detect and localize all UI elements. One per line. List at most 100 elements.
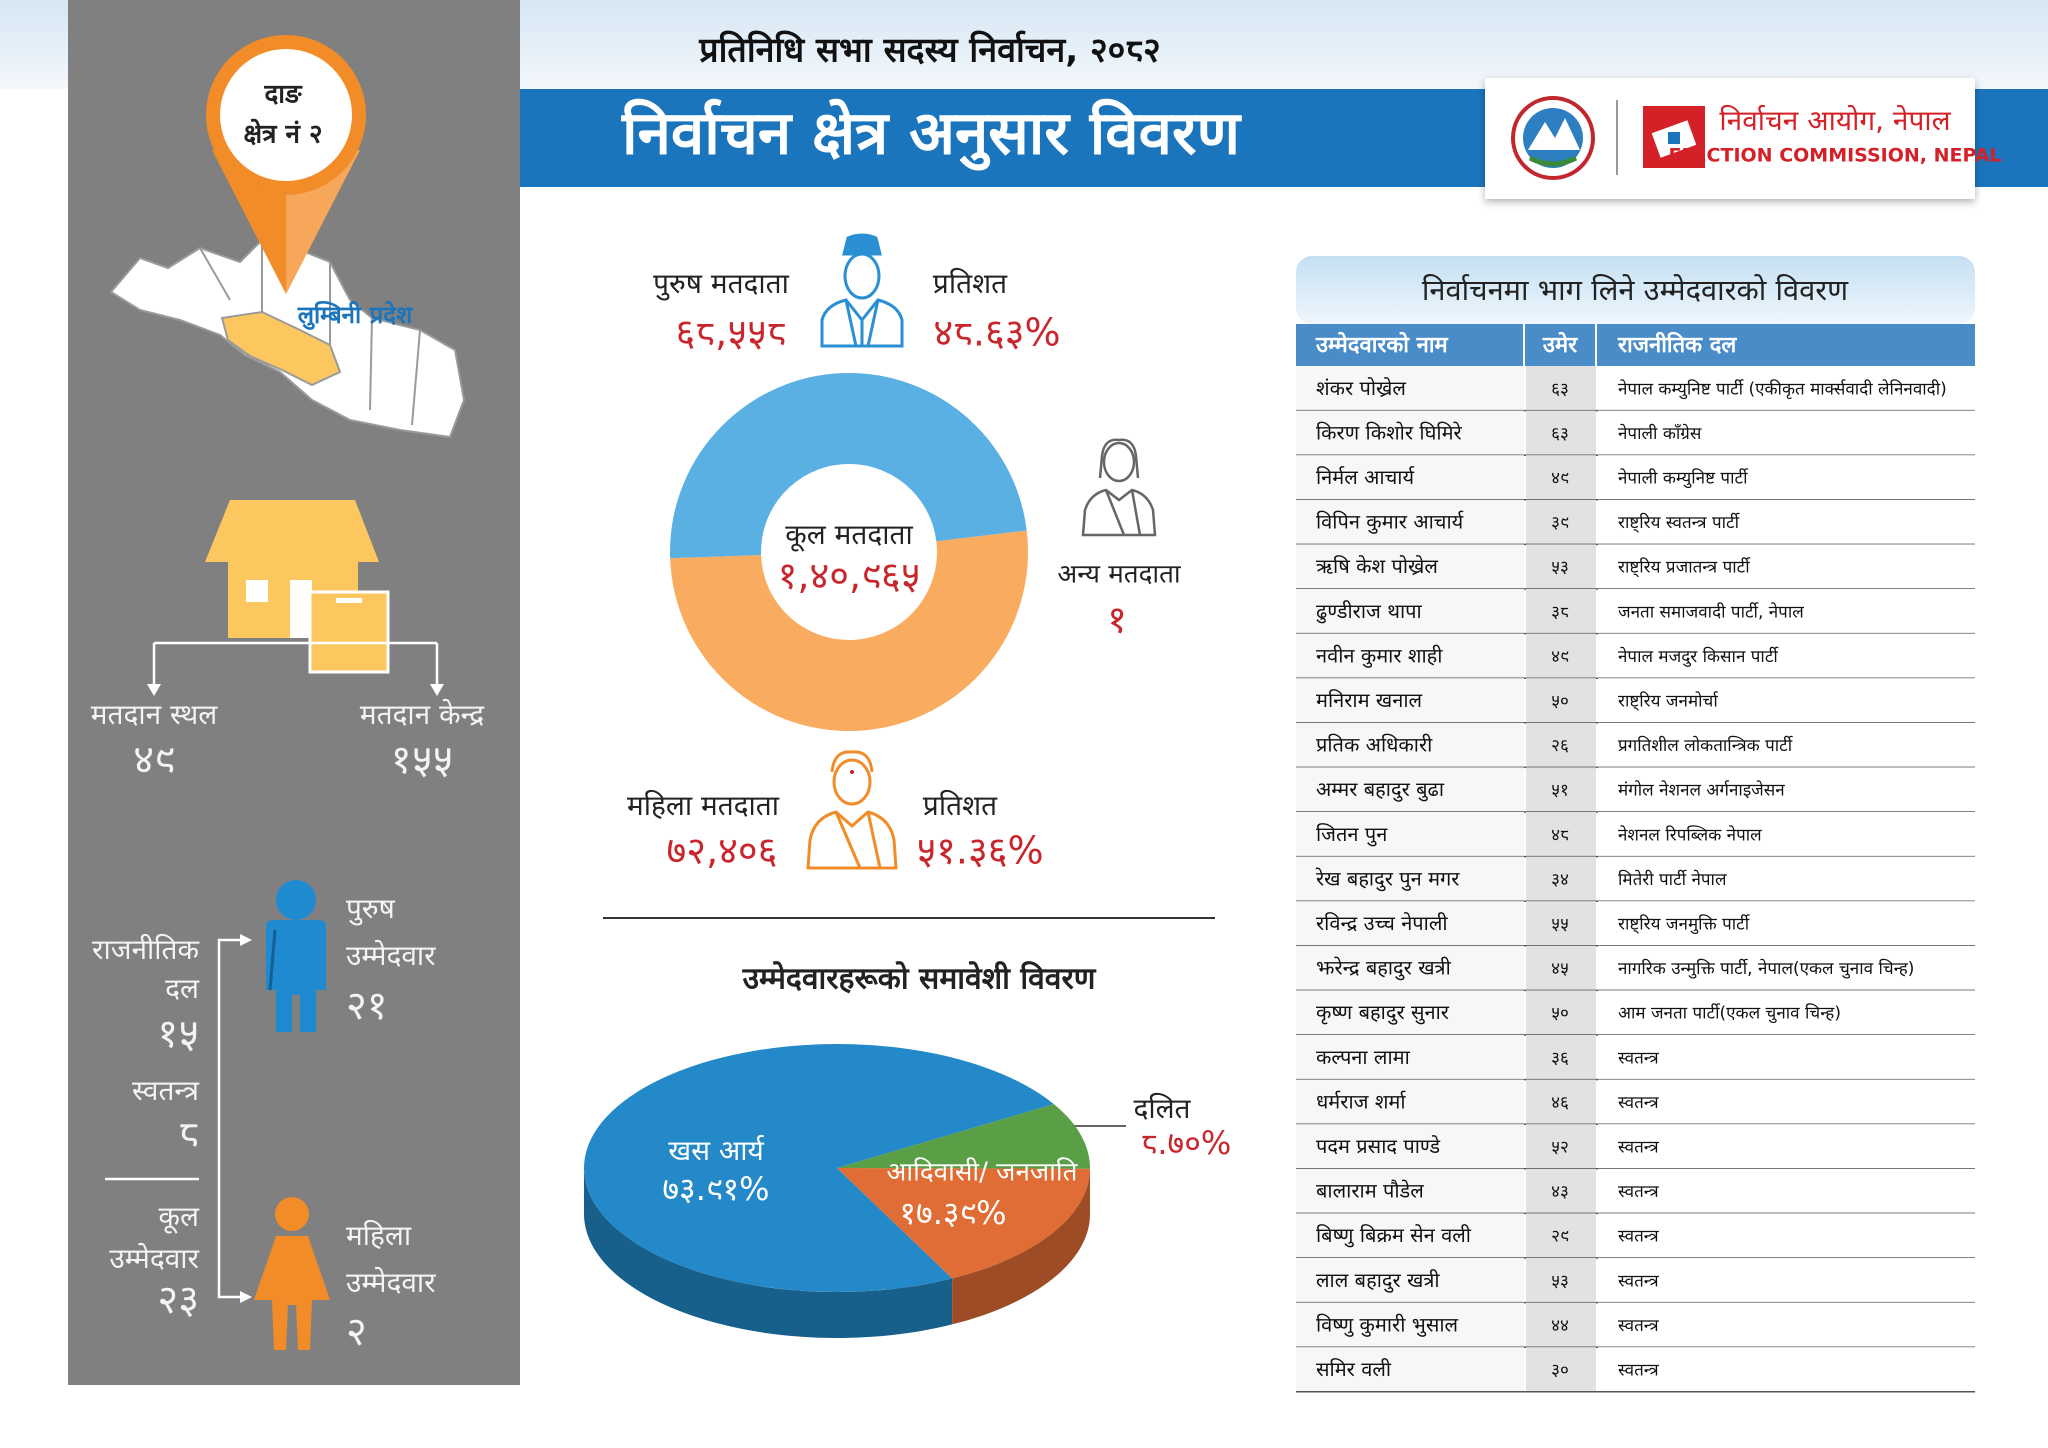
age-cell bbox=[1526, 812, 1596, 857]
name-cell bbox=[1296, 1347, 1524, 1392]
party-cell bbox=[1598, 722, 1975, 768]
party-cell bbox=[1598, 767, 1975, 812]
table-cell: ५१ bbox=[1551, 781, 1569, 801]
age-cell bbox=[1526, 945, 1596, 991]
table-cell: बिष्णु बिक्रम सेन वली bbox=[1316, 1223, 1472, 1248]
slice-label: दलित bbox=[1133, 1092, 1191, 1125]
name-cell bbox=[1296, 722, 1524, 768]
donut-segment bbox=[670, 372, 1027, 559]
party-cell bbox=[1598, 990, 1975, 1035]
table-cell: धर्मराज शर्मा bbox=[1316, 1089, 1407, 1113]
party-cell bbox=[1598, 678, 1975, 723]
table-cell: विष्णु कुमारी भुसाल bbox=[1316, 1312, 1459, 1337]
district: दाङ bbox=[263, 80, 303, 110]
party-cell bbox=[1598, 366, 1975, 411]
age-cell bbox=[1526, 990, 1596, 1035]
donut-segment bbox=[670, 555, 762, 559]
table-cell: नेशनल रिपब्लिक नेपाल bbox=[1618, 824, 1762, 845]
table-cell: प्रगतिशील लोकतान्त्रिक पार्टी bbox=[1618, 735, 1794, 756]
pie-slice bbox=[837, 1104, 1091, 1169]
percent-label: ५१.३६% bbox=[916, 829, 1043, 873]
age-cell bbox=[1526, 455, 1596, 500]
age-cell bbox=[1526, 1213, 1596, 1258]
table-cell: किरण किशोर घिमिरे bbox=[1316, 420, 1463, 444]
age-cell bbox=[1526, 1168, 1596, 1214]
total-label: उम्मेदवार bbox=[109, 1242, 199, 1275]
table-cell: २९ bbox=[1551, 1227, 1569, 1247]
table-cell: ५५ bbox=[1551, 915, 1569, 935]
table-header-bg bbox=[1296, 324, 1975, 366]
total-count: २३ bbox=[157, 1277, 199, 1323]
table-cell: जनता समाजवादी पार्टी, नेपाल bbox=[1618, 601, 1804, 622]
age-cell bbox=[1526, 1258, 1596, 1303]
female-label: उम्मेदवार bbox=[346, 1266, 436, 1299]
candidate-bracket bbox=[105, 938, 248, 1299]
table-cell: स्वतन्त्र bbox=[1618, 1271, 1659, 1291]
table-cell: नवीन कुमार शाही bbox=[1316, 643, 1443, 668]
name-cell bbox=[1296, 589, 1524, 634]
party-cell bbox=[1598, 1213, 1975, 1258]
age-cell bbox=[1526, 722, 1596, 768]
polling-icon bbox=[147, 500, 444, 696]
table-cell: राष्ट्रिय स्वतन्त्र पार्टी bbox=[1618, 512, 1741, 533]
male-figure bbox=[266, 880, 326, 1032]
age-cell bbox=[1526, 1079, 1596, 1125]
female-label: महिला bbox=[346, 1219, 412, 1252]
name-cell bbox=[1296, 455, 1524, 500]
party-cell bbox=[1598, 1079, 1975, 1125]
age-cell bbox=[1526, 1347, 1596, 1392]
table-cell: ३४ bbox=[1551, 870, 1569, 890]
party-label: दल bbox=[165, 972, 200, 1005]
pie-slice bbox=[837, 1168, 1090, 1279]
table-cell: ६३ bbox=[1551, 379, 1569, 399]
emblem bbox=[1511, 96, 1595, 180]
party-count: १५ bbox=[157, 1011, 199, 1057]
party-cell bbox=[1598, 589, 1975, 634]
constituency-number: क्षेत्र नं २ bbox=[243, 119, 322, 150]
table-cell: स्वतन्त्र bbox=[1618, 1316, 1659, 1336]
table-cell: प्रतिक अधिकारी bbox=[1316, 733, 1433, 757]
value-label: ७२,४०६ bbox=[667, 829, 778, 873]
name-cell bbox=[1296, 856, 1524, 902]
table-cell: स्वतन्त्र bbox=[1618, 1048, 1659, 1068]
table-cell: पदम प्रसाद पाण्डे bbox=[1316, 1134, 1440, 1158]
name-cell bbox=[1296, 901, 1524, 946]
table-cell: राष्ट्रिय प्रजातन्त्र पार्टी bbox=[1618, 557, 1751, 578]
name-cell bbox=[1296, 1079, 1524, 1125]
table-cell: आम जनता पार्टी(एकल चुनाव चिन्ह) bbox=[1618, 1003, 1841, 1024]
age-cell bbox=[1526, 544, 1596, 589]
name-cell bbox=[1296, 990, 1524, 1035]
value-label: ६८,५५८ bbox=[676, 311, 787, 355]
name-cell bbox=[1296, 1168, 1524, 1214]
table-cell: मंगोल नेशनल अर्गनाइजेसन bbox=[1618, 780, 1785, 801]
table-title-bg bbox=[1296, 256, 1975, 324]
female-voter-icon bbox=[806, 750, 898, 870]
party-cell bbox=[1598, 1124, 1975, 1169]
table-cell: ५० bbox=[1551, 692, 1569, 712]
table-cell: कल्पना लामा bbox=[1316, 1045, 1411, 1069]
table-cell: ढुण्डीराज थापा bbox=[1316, 599, 1423, 624]
table-cell: मितेरी पार्टी नेपाल bbox=[1618, 869, 1727, 890]
table-cell: स्वतन्त्र bbox=[1618, 1227, 1659, 1247]
name-cell bbox=[1296, 767, 1524, 812]
table-cell: जितन पुन bbox=[1316, 822, 1388, 847]
name-cell bbox=[1296, 1258, 1524, 1303]
name-cell bbox=[1296, 1124, 1524, 1169]
table-cell: स्वतन्त्र bbox=[1618, 1361, 1659, 1381]
title: निर्वाचन क्षेत्र अनुसार विवरण bbox=[621, 99, 1243, 172]
party-cell bbox=[1598, 1168, 1975, 1214]
percent-title: प्रतिशत bbox=[923, 789, 998, 822]
party-cell bbox=[1598, 812, 1975, 857]
party-cell bbox=[1598, 633, 1975, 679]
table-cell: स्वतन्त्र bbox=[1618, 1138, 1659, 1158]
polling-centers: १५५ bbox=[391, 737, 453, 783]
age-cell bbox=[1526, 499, 1596, 545]
org-name-en: ELECTION COMMISSION, NEPAL bbox=[1668, 145, 2001, 167]
party-cell bbox=[1598, 1035, 1975, 1080]
table-cell: शंकर पोख्रेल bbox=[1316, 376, 1406, 400]
male-voter-icon bbox=[820, 233, 904, 348]
age-cell bbox=[1526, 633, 1596, 679]
party-cell bbox=[1598, 499, 1975, 545]
percent-label: ४८.६३% bbox=[933, 311, 1060, 355]
